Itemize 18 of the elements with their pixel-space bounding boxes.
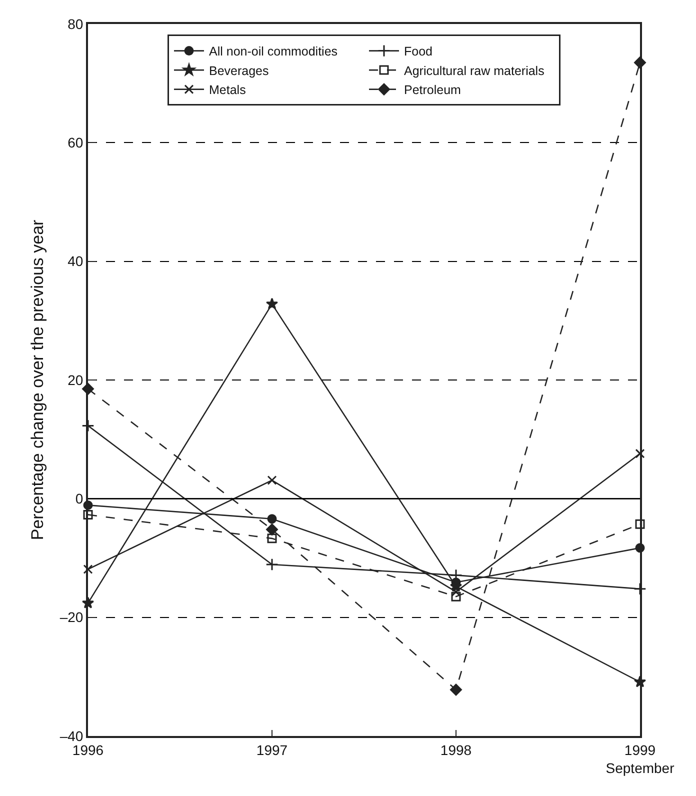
x-tick-label: 1996 [72, 742, 104, 758]
legend-label: Metals [209, 83, 246, 98]
y-tick-label: –20 [60, 609, 84, 626]
y-tick-label: 0 [75, 490, 84, 507]
y-tick-label: 60 [68, 134, 84, 151]
legend-label: Agricultural raw materials [404, 64, 544, 78]
x-tick-label: 1999 September [606, 742, 675, 776]
y-tick-label: 20 [68, 372, 84, 388]
x-tick-label: 1998 [440, 742, 472, 758]
legend-label: All non-oil commodities [209, 44, 338, 59]
legend-label: Beverages [209, 64, 269, 78]
y-tick-label: –40 [60, 728, 84, 744]
y-axis-title: Percentage change over the previous year [28, 219, 47, 540]
y-tick-label: 40 [68, 253, 84, 270]
legend-label: Petroleum [404, 83, 461, 98]
x-tick-label: 1997 [256, 742, 288, 758]
legend-label: Food [404, 44, 433, 59]
y-tick-label: 80 [68, 16, 84, 32]
